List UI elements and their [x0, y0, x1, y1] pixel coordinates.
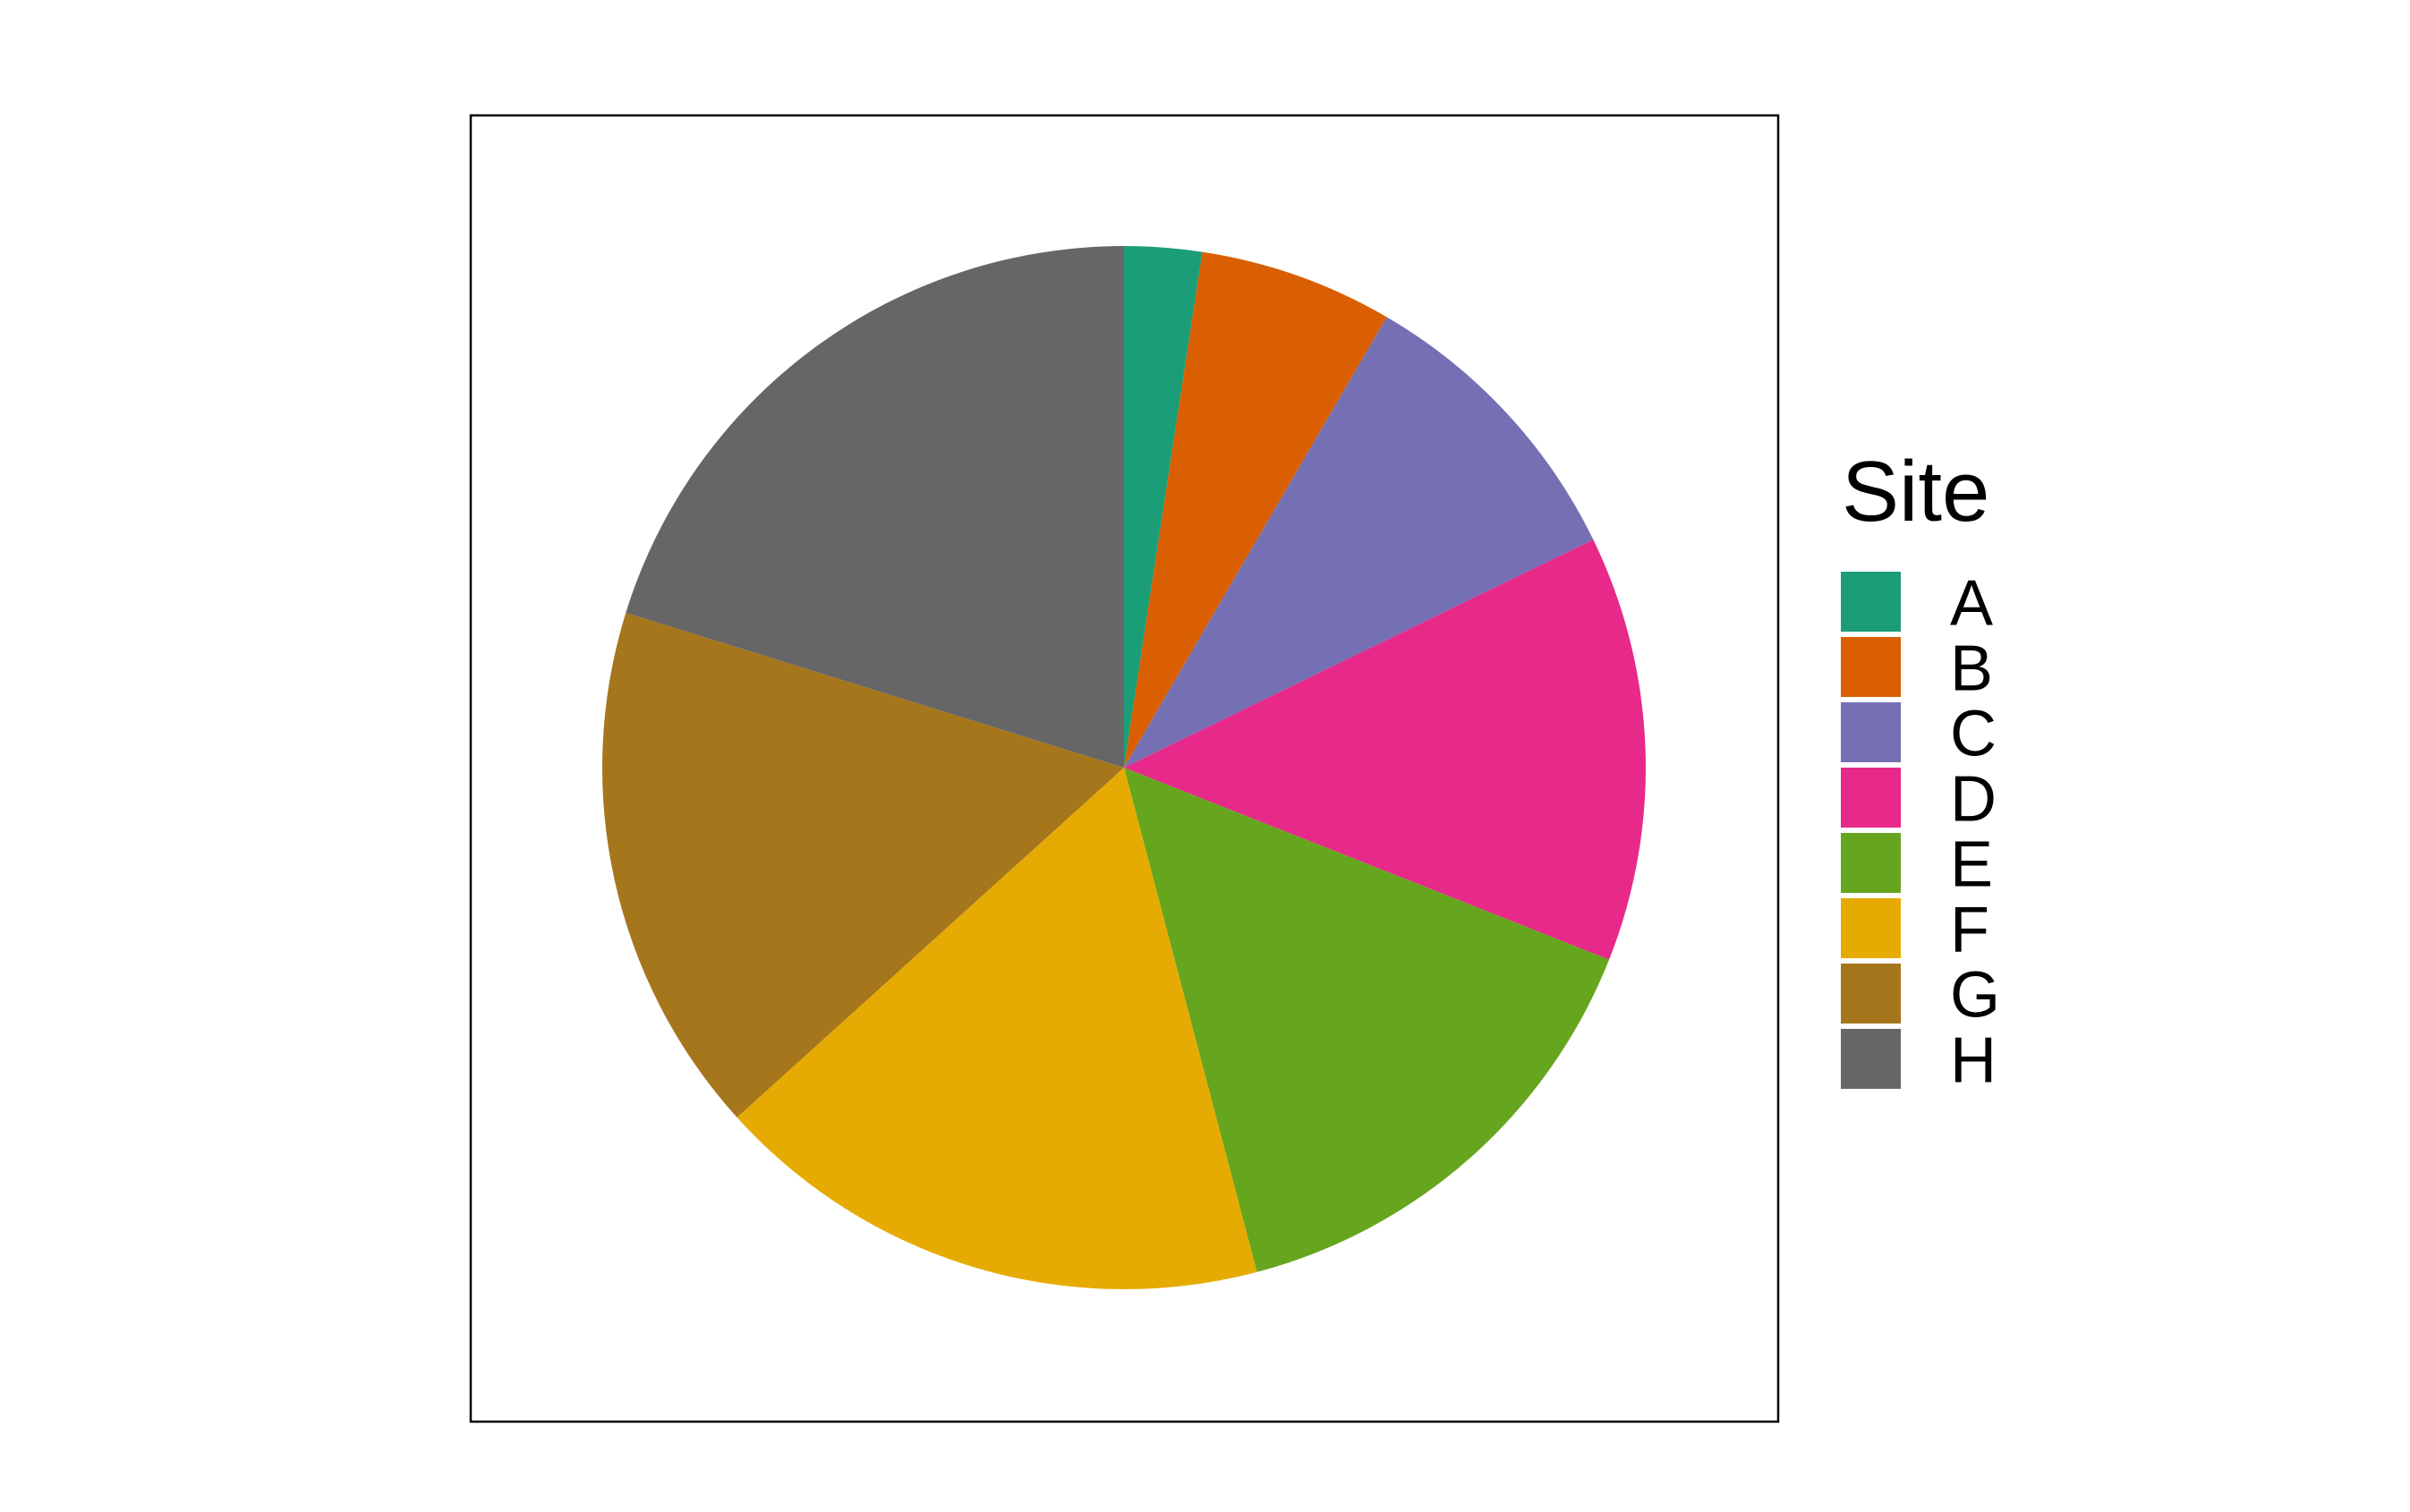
pie-slices [601, 246, 1646, 1289]
pie-slice-e [1124, 768, 1610, 1272]
legend-key-e [1841, 833, 1901, 893]
legend-label-d: D [1950, 764, 1997, 836]
legend-label-a: A [1950, 568, 1993, 640]
legend-key-h [1841, 1029, 1901, 1089]
legend-key-d [1841, 768, 1901, 828]
pie-slice-h [626, 246, 1124, 768]
legend-label-g: G [1950, 960, 2000, 1032]
pie-slice-a [1124, 246, 1203, 768]
legend-label-c: C [1950, 699, 1997, 770]
legend-label-f: F [1950, 895, 1989, 966]
legend-label-e: E [1950, 829, 1993, 901]
legend-key-a [1841, 572, 1901, 632]
pie-slice-c [1124, 317, 1594, 768]
legend-title: Site [1842, 444, 1989, 539]
legend-label-h: H [1950, 1025, 1997, 1097]
pie-slice-b [1124, 251, 1387, 768]
plot-panel-border [469, 114, 1780, 1423]
pie-slice-f [737, 768, 1257, 1289]
legend-key-g [1841, 964, 1901, 1024]
legend-key-c [1841, 702, 1901, 762]
pie-slice-g [601, 612, 1124, 1118]
legend-label-b: B [1950, 633, 1993, 705]
legend-key-b [1841, 637, 1901, 697]
legend-key-f [1841, 898, 1901, 958]
pie-slice-d [1124, 539, 1646, 960]
